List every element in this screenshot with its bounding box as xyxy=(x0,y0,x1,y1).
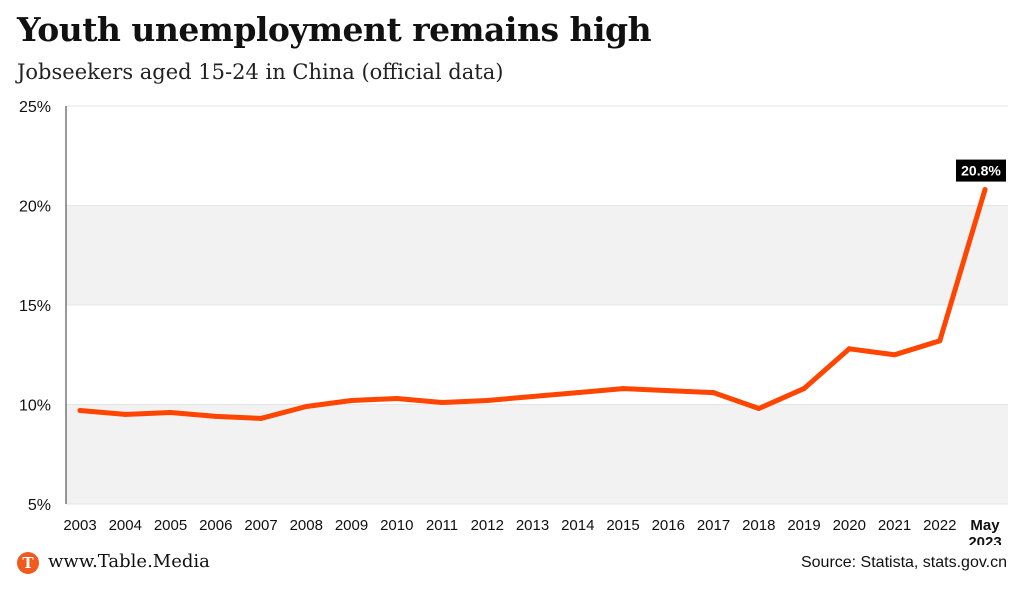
data-point xyxy=(982,187,988,193)
x-tick-label: 2005 xyxy=(154,517,187,534)
x-tick-label-line: 2019 xyxy=(787,517,820,534)
x-tick-label: 2003 xyxy=(63,517,96,534)
x-tick-label: 2015 xyxy=(606,517,639,534)
x-tick-label: 2006 xyxy=(199,517,232,534)
x-tick-label-line: 2011 xyxy=(426,517,458,534)
x-tick-label: 2019 xyxy=(787,517,820,534)
footer-brand[interactable]: www.Table.Media xyxy=(48,551,210,572)
table-media-logo-icon: T xyxy=(17,552,39,574)
data-point xyxy=(711,390,716,396)
data-point xyxy=(258,415,264,421)
x-tick-label: 2018 xyxy=(742,517,775,534)
data-point xyxy=(122,411,128,417)
line-chart: 5%10%15%20%25% 2003 2004 2005 2006 2007 2008 2… xyxy=(19,99,1008,545)
x-tick-label: 2008 xyxy=(290,517,323,534)
x-tick-label: 2011 xyxy=(426,517,458,534)
x-tick-label-line: 2014 xyxy=(561,517,594,534)
data-point xyxy=(168,409,173,415)
x-tick-label: May 2023 xyxy=(968,517,1001,545)
callout-box xyxy=(956,159,1006,182)
x-tick-label-line: 2023 xyxy=(968,534,1001,545)
chart-subtitle: Jobseekers aged 15-24 in China (official… xyxy=(17,60,504,84)
x-tick-label-line: 2017 xyxy=(697,517,730,534)
x-tick-label: 2007 xyxy=(244,517,277,534)
y-tick-label: 5% xyxy=(28,497,51,514)
data-point xyxy=(620,386,626,392)
y-tick-label: 10% xyxy=(19,398,51,415)
y-tick-label: 15% xyxy=(19,298,51,315)
x-tick-label: 2020 xyxy=(833,517,866,534)
x-tick-label: 2013 xyxy=(516,517,549,534)
series-layer xyxy=(77,187,988,421)
data-point xyxy=(801,386,807,392)
x-axis-ticks: 2003 2004 2005 2006 2007 2008 2009 2010 2011 2012… xyxy=(63,517,1001,545)
value-callout: 20.8% xyxy=(956,159,1006,182)
y-tick-label: 25% xyxy=(19,99,51,116)
x-tick-label-line: 2018 xyxy=(742,517,775,534)
x-tick-label: 2004 xyxy=(109,517,142,534)
background-band xyxy=(66,404,1008,504)
y-axis-ticks: 5% 10% 15% 20% 25% xyxy=(19,99,51,514)
x-tick-label-line: 2010 xyxy=(380,517,413,534)
callout-label: 20.8% xyxy=(961,163,1001,179)
x-tick-label-line: 2006 xyxy=(199,517,232,534)
data-point xyxy=(439,400,445,406)
x-tick-label-line: May xyxy=(970,517,1000,534)
x-tick-label-line: 2021 xyxy=(878,517,911,534)
data-point xyxy=(394,396,400,402)
data-point xyxy=(665,388,671,394)
data-point xyxy=(846,346,852,352)
x-tick-label-line: 2004 xyxy=(109,517,142,534)
x-tick-label: 2012 xyxy=(471,517,504,534)
data-point xyxy=(77,407,83,413)
chart-title: Youth unemployment remains high xyxy=(17,10,652,49)
x-tick-label-line: 2022 xyxy=(923,517,956,534)
data-point xyxy=(756,405,762,411)
data-point xyxy=(530,394,535,400)
x-tick-label-line: 2012 xyxy=(471,517,504,534)
x-tick-label-line: 2013 xyxy=(516,517,549,534)
gridlines xyxy=(66,105,1008,505)
x-tick-label: 2022 xyxy=(923,517,956,534)
x-tick-label-line: 2007 xyxy=(244,517,277,534)
x-tick-label-line: 2016 xyxy=(652,517,685,534)
data-point xyxy=(349,398,354,404)
data-point xyxy=(484,398,490,404)
x-tick-label: 2010 xyxy=(380,517,413,534)
background-bands xyxy=(66,205,1008,504)
x-tick-label: 2016 xyxy=(652,517,685,534)
data-point xyxy=(213,413,219,419)
x-tick-label-line: 2015 xyxy=(606,517,639,534)
y-tick-label: 20% xyxy=(19,199,51,216)
data-point xyxy=(937,338,943,344)
x-tick-label-line: 2009 xyxy=(335,517,368,534)
background-band xyxy=(66,205,1008,305)
x-tick-label: 2017 xyxy=(697,517,730,534)
x-tick-label-line: 2020 xyxy=(833,517,866,534)
data-point xyxy=(303,403,309,409)
data-point xyxy=(575,390,581,396)
x-tick-label: 2014 xyxy=(561,517,594,534)
data-point xyxy=(892,352,897,358)
footer-source: Source: Statista, stats.gov.cn xyxy=(800,554,1007,571)
x-tick-label-line: 2003 xyxy=(63,517,96,534)
x-tick-label-line: 2008 xyxy=(290,517,323,534)
x-tick-label-line: 2005 xyxy=(154,517,187,534)
x-tick-label: 2021 xyxy=(878,517,911,534)
x-tick-label: 2009 xyxy=(335,517,368,534)
